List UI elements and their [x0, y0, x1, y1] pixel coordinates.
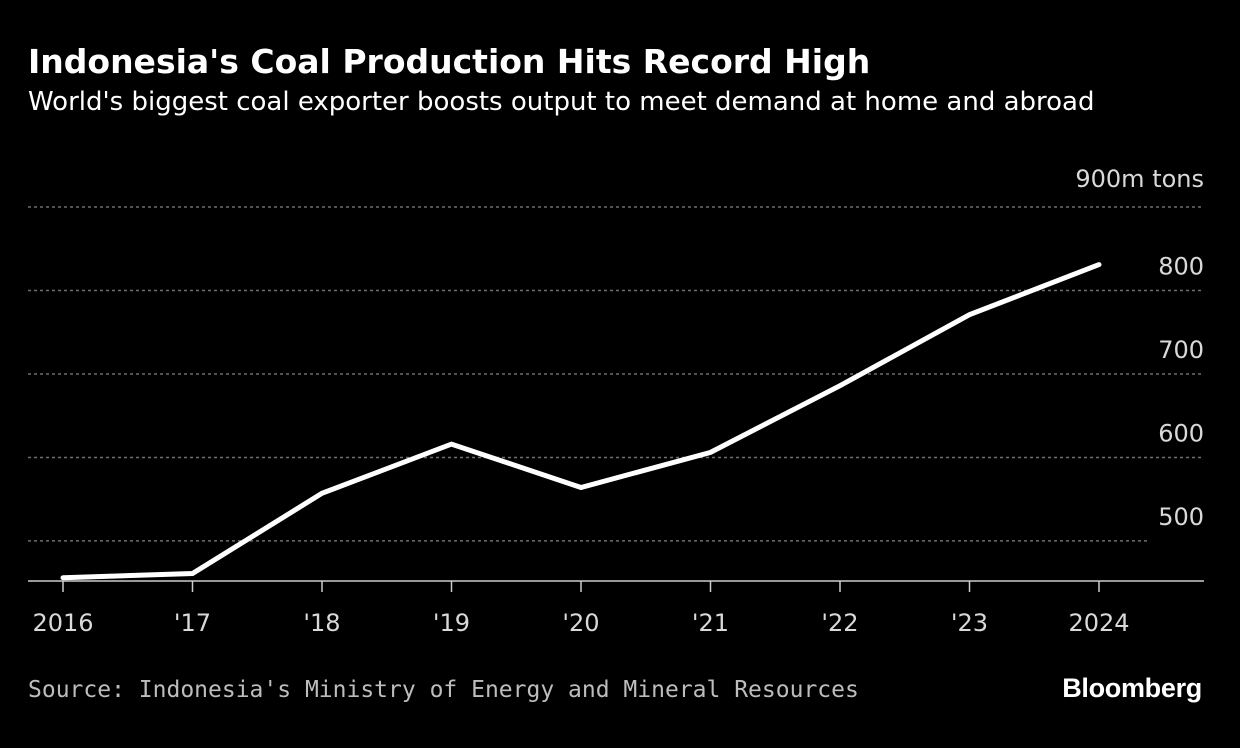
x-tick-label-6: '22 — [821, 609, 858, 637]
x-tick-label-2: '18 — [303, 609, 340, 637]
x-tick-label-8: 2024 — [1068, 609, 1129, 637]
y-tick-label-900: 900m tons — [1075, 165, 1204, 193]
x-tick-label-0: 2016 — [32, 609, 93, 637]
x-tick-label-4: '20 — [562, 609, 599, 637]
y-tick-label-600: 600 — [1158, 419, 1204, 447]
series-line-0 — [60, 262, 1102, 581]
chart-subtitle: World's biggest coal exporter boosts out… — [28, 87, 1095, 117]
series-layer — [60, 262, 1102, 581]
x-tick-label-7: '23 — [951, 609, 988, 637]
x-tick-labels: 2016 '17 '18 '19 '20 '21 '22 '23 2024 — [32, 609, 1129, 637]
source-note: Source: Indonesia's Ministry of Energy a… — [28, 677, 859, 703]
x-tick-label-3: '19 — [433, 609, 470, 637]
x-tick-label-5: '21 — [692, 609, 729, 637]
y-tick-label-700: 700 — [1158, 336, 1204, 364]
y-tick-label-500: 500 — [1158, 503, 1204, 531]
x-tick-label-1: '17 — [174, 609, 211, 637]
bloomberg-logo: Bloomberg — [1062, 673, 1202, 703]
y-tick-labels: 500 600 700 800 900m tons — [1075, 165, 1204, 531]
x-axis — [28, 580, 1204, 592]
chart-title: Indonesia's Coal Production Hits Record … — [28, 42, 871, 81]
y-tick-label-800: 800 — [1158, 252, 1204, 280]
gridlines — [28, 206, 1204, 542]
